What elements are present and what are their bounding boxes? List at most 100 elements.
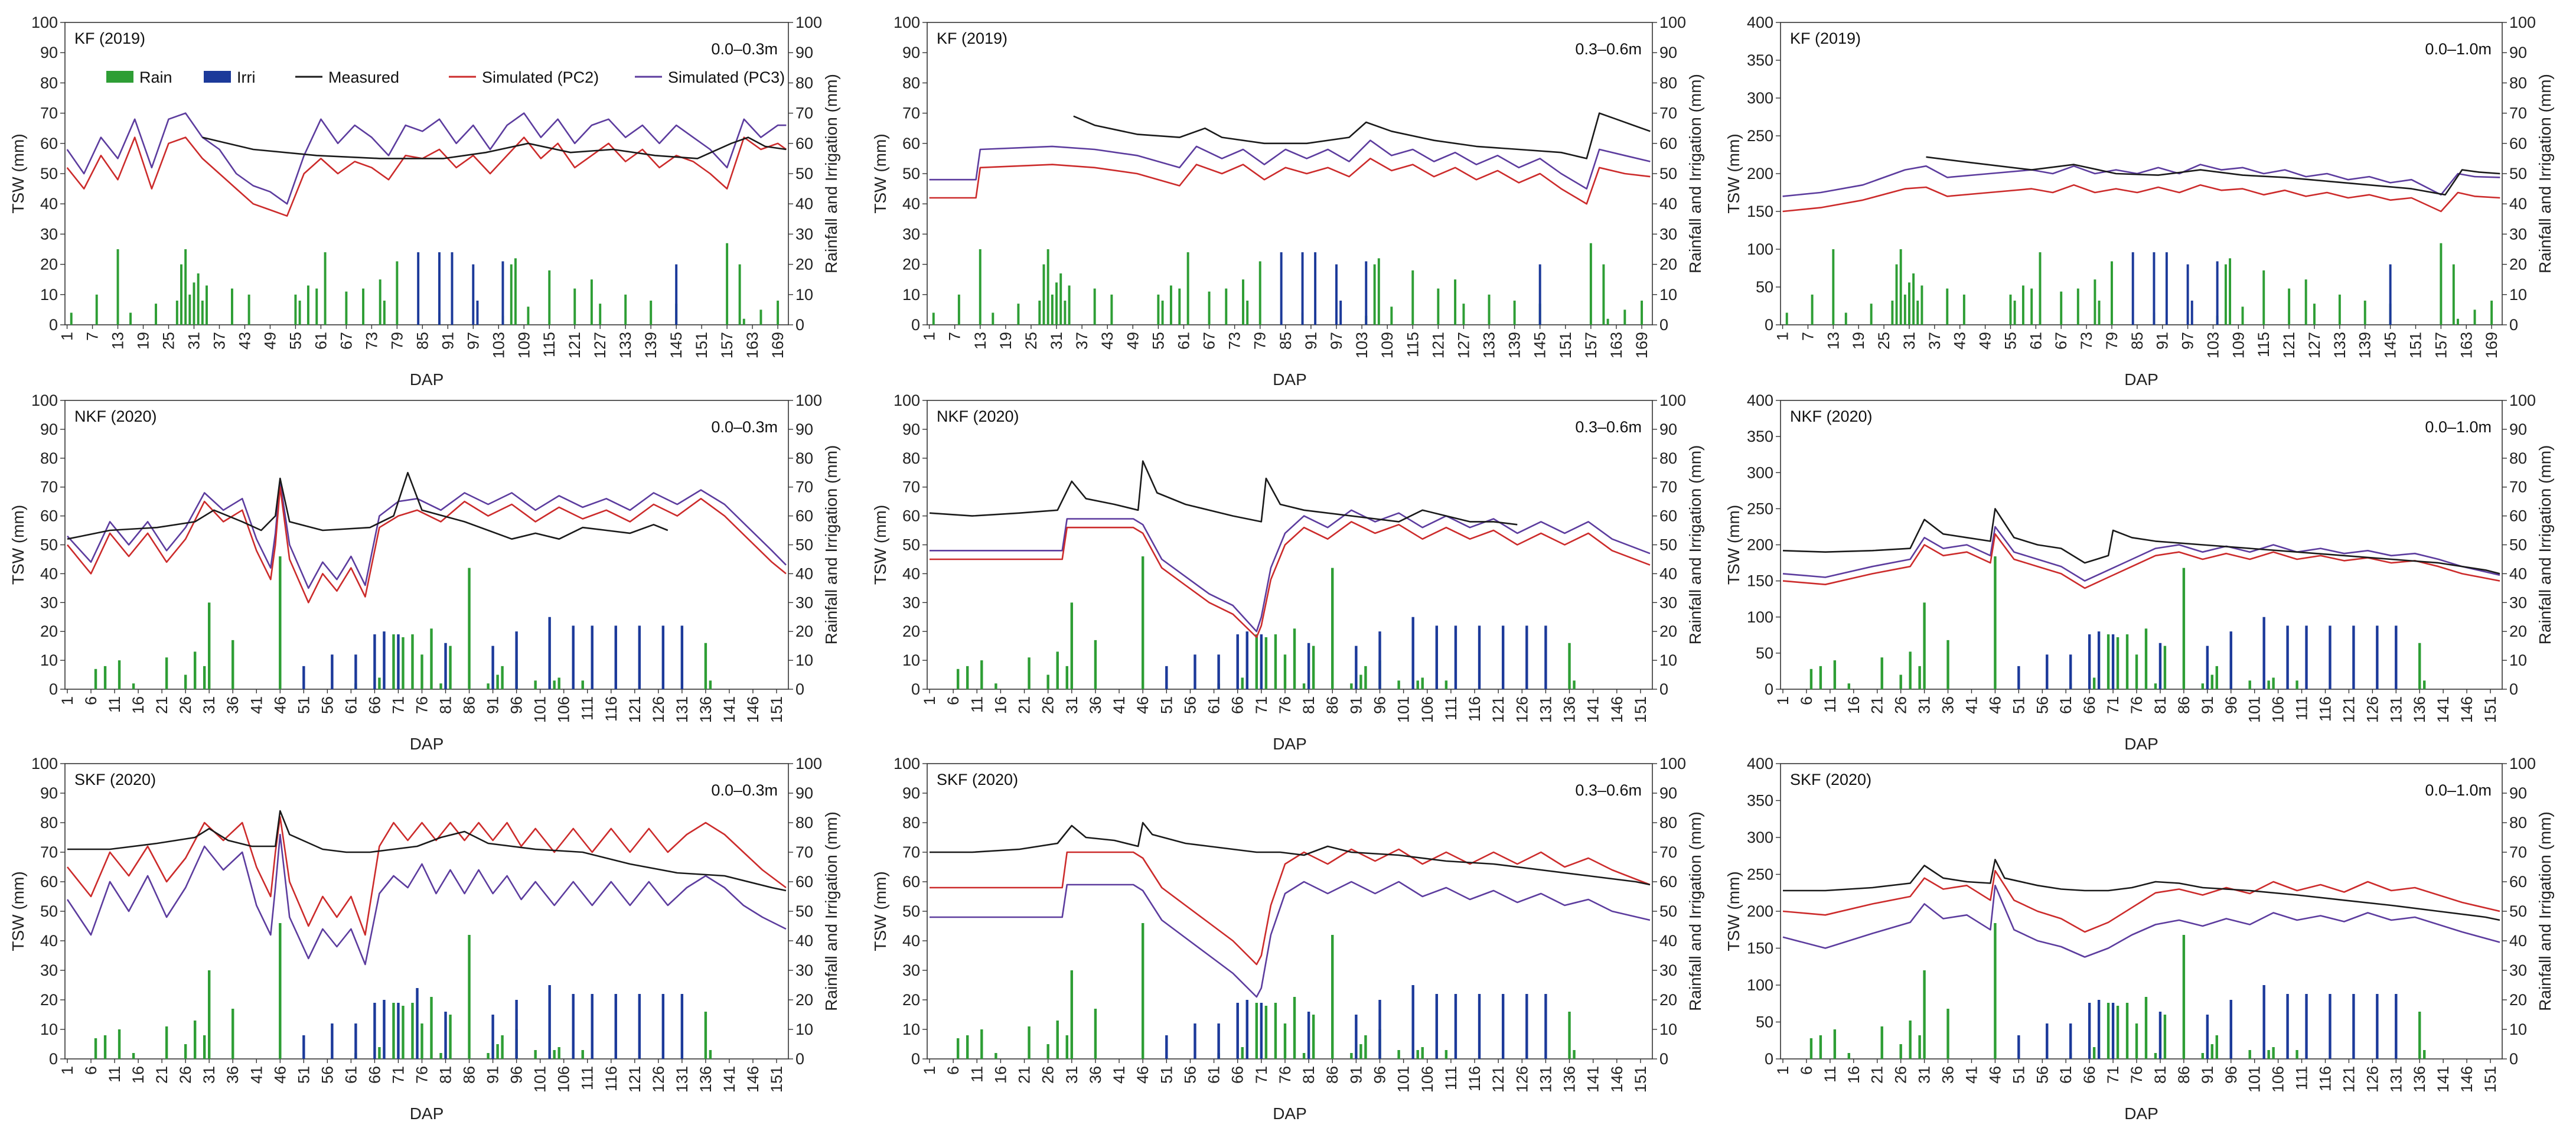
- y2-tick-label: 20: [2509, 622, 2527, 640]
- x-axis-title: DAP: [1273, 1104, 1307, 1123]
- irri-bar: [2395, 994, 2398, 1059]
- x-tick-label: 67: [1201, 332, 1218, 350]
- x-tick-label: 115: [2255, 332, 2272, 357]
- series-line-pc3: [66, 112, 787, 205]
- x-axis-title: DAP: [410, 370, 444, 389]
- irri-bar: [1301, 252, 1304, 325]
- y-tick-label: 0: [1765, 316, 1773, 334]
- rain-bar: [2241, 307, 2244, 325]
- irri-bar: [638, 994, 641, 1059]
- x-tick-label: 31: [1916, 696, 1933, 714]
- y2-tick-label: 40: [2509, 565, 2527, 582]
- rain-bar: [1847, 1053, 1851, 1059]
- x-tick-label: 6: [82, 696, 100, 705]
- y2-tick-label: 90: [795, 420, 813, 438]
- irri-bar: [2046, 1023, 2049, 1059]
- rain-bar: [207, 602, 211, 689]
- irri-bar: [383, 631, 386, 689]
- x-tick-label: 56: [318, 1066, 336, 1084]
- x-tick-label: 81: [2151, 1066, 2169, 1084]
- y-tick-label: 70: [902, 843, 920, 861]
- x-tick-label: 96: [1371, 696, 1388, 714]
- rain-bar: [501, 1035, 504, 1059]
- rain-bar: [118, 660, 121, 689]
- y-tick-label: 90: [40, 784, 58, 802]
- y-tick-label: 300: [1747, 829, 1773, 846]
- rain-bar: [590, 279, 593, 325]
- rain-bar: [2418, 643, 2421, 689]
- x-tick-label: 85: [2128, 332, 2146, 350]
- y2-tick-label: 10: [795, 1021, 813, 1038]
- series-line-pc3: [1782, 164, 2500, 197]
- rain-bar: [2295, 1050, 2298, 1059]
- rain-bar: [1038, 301, 1041, 325]
- x-tick-label: 25: [160, 332, 178, 350]
- x-tick-label: 51: [2010, 696, 2027, 714]
- y2-tick-label: 40: [795, 565, 813, 582]
- x-tick-label: 116: [602, 1066, 620, 1091]
- rain-bar: [738, 264, 741, 325]
- y2-tick-label: 90: [2509, 420, 2527, 438]
- y2-tick-label: 50: [1659, 536, 1677, 554]
- rain-bar: [1068, 285, 1071, 325]
- irri-bar: [572, 625, 575, 689]
- rain-bar: [980, 660, 983, 689]
- rain-bar: [1899, 249, 1902, 325]
- y2-tick-label: 0: [2509, 1050, 2518, 1068]
- rain-bar: [402, 1006, 405, 1059]
- y2-tick-label: 10: [1659, 1021, 1677, 1038]
- rain-bar: [2272, 1047, 2275, 1059]
- x-tick-label: 55: [286, 332, 304, 350]
- chart-panel-kf-bot: 0 50 100 150 200 250 300 350 400 0 10 20 30 40 50 60 70 8…: [1724, 14, 2554, 389]
- x-tick-label: 26: [1892, 696, 1910, 714]
- plot-frame: [927, 763, 1653, 1060]
- y2-tick-label: 70: [795, 105, 813, 122]
- rain-bar: [2215, 1035, 2218, 1059]
- series-line-pc3: [1782, 885, 2500, 958]
- irri-bar: [2286, 994, 2289, 1059]
- x-tick-label: 41: [1962, 1066, 1980, 1084]
- rain-bar: [1847, 683, 1851, 689]
- rain-bar: [468, 568, 471, 689]
- y2-axis-title: Rainfall and Irrigation (mm): [1686, 74, 1704, 273]
- y2-tick-label: 10: [2509, 286, 2527, 304]
- series-line-pc3: [929, 139, 1651, 190]
- irri-bar: [680, 625, 684, 689]
- irri-bar: [1365, 261, 1368, 325]
- y-axis-title: TSW (mm): [871, 871, 889, 951]
- rain-bar: [1994, 556, 1997, 689]
- x-tick-label: 151: [1632, 1066, 1649, 1093]
- rain-bar: [1028, 657, 1031, 689]
- rain-bar: [1895, 264, 1898, 325]
- y2-tick-label: 30: [795, 594, 813, 611]
- y2-tick-label: 80: [2509, 814, 2527, 832]
- irri-bar: [548, 985, 551, 1059]
- x-tick-label: 41: [1962, 696, 1980, 714]
- y2-tick-label: 60: [1659, 507, 1677, 525]
- chart-panel-kf-mid: 0 10 20 30 40 50 60 70 80 90 100 0 10 20 30 40 50 60 70 80 9…: [871, 14, 1704, 389]
- y-axis-title: TSW (mm): [871, 133, 889, 213]
- rain-bar: [184, 674, 187, 689]
- depth-label: 0.3–0.6m: [1575, 781, 1642, 799]
- y2-tick-label: 0: [1659, 1050, 1668, 1068]
- rain-bar: [1056, 651, 1059, 689]
- irri-bar: [680, 994, 684, 1059]
- x-tick-label: 126: [2363, 1066, 2381, 1093]
- x-tick-label: 157: [2432, 332, 2450, 358]
- y2-tick-label: 0: [1659, 680, 1668, 698]
- irri-bar: [491, 646, 494, 689]
- x-tick-label: 91: [484, 1066, 502, 1084]
- y2-tick-label: 20: [795, 991, 813, 1009]
- irri-bar: [614, 625, 617, 689]
- series-line-measured: [929, 460, 1518, 526]
- rain-bar: [2210, 1044, 2214, 1059]
- x-tick-label: 43: [1098, 332, 1116, 350]
- rain-bar: [534, 680, 537, 689]
- rain-bar: [207, 970, 211, 1059]
- plot-frame: [1780, 763, 2503, 1060]
- x-tick-label: 131: [673, 696, 691, 723]
- irri-bar: [1260, 634, 1263, 689]
- x-tick-label: 136: [1561, 696, 1579, 723]
- rain-bar: [1421, 677, 1424, 689]
- x-tick-label: 49: [261, 332, 279, 350]
